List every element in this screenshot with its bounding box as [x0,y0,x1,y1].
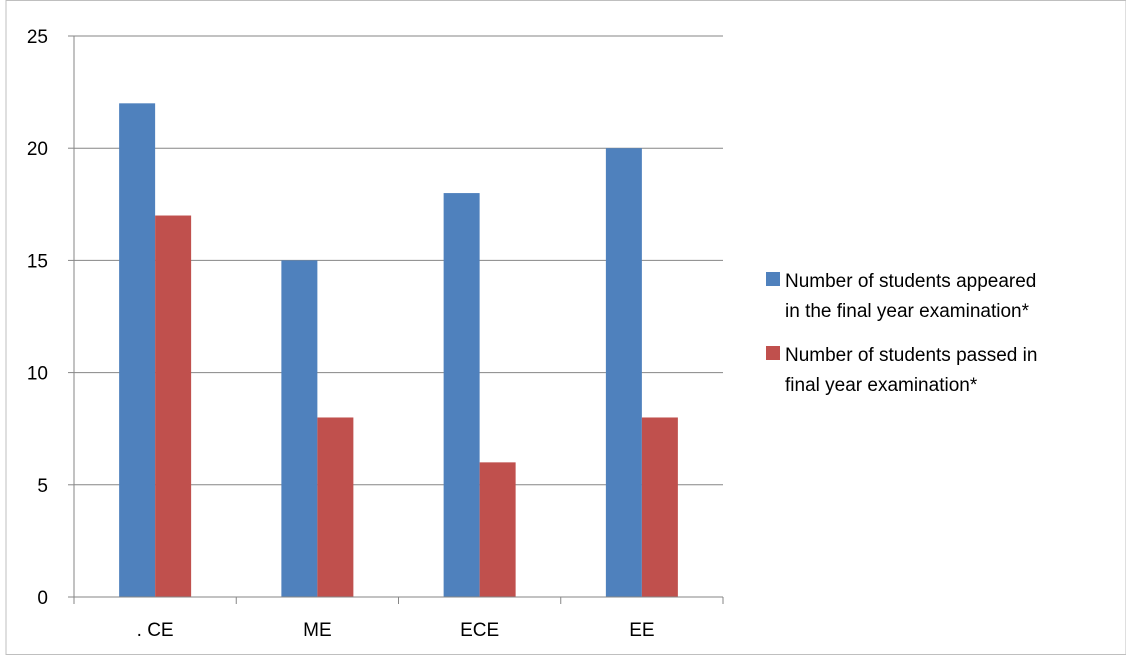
y-tick-label: 10 [27,364,48,385]
legend-swatch [766,272,780,286]
chart-border [5,0,1126,655]
y-tick-label: 0 [37,588,48,609]
tick-labels: 0 5 10 15 20 25 . CE ME ECE EE [27,27,655,641]
y-tick-label: 20 [27,139,48,160]
bar-passed [479,462,516,597]
x-tick-label: EE [629,620,654,641]
y-tick-label: 5 [37,476,48,497]
x-tick-label: ECE [460,620,499,641]
legend-label: Number of students passed in [785,345,1037,366]
legend-swatch [766,346,780,360]
legend-label: Number of students appeared [785,271,1036,292]
bar-appeared [443,193,480,597]
legend-label: in the final year examination* [785,301,1030,322]
legend-label: final year examination* [785,375,978,396]
axes [68,35,724,604]
bar-passed [641,417,678,597]
y-tick-label: 15 [27,251,48,272]
bar-appeared [605,148,642,597]
bar-appeared [119,103,156,597]
x-tick-label: . CE [137,620,174,641]
x-tick-label: ME [303,620,332,641]
bar-passed [317,417,354,597]
bars [119,103,678,597]
y-tick-label: 25 [27,27,48,48]
bar-appeared [281,260,318,597]
bar-passed [155,215,192,597]
legend: Number of students appeared in the final … [766,271,1037,396]
